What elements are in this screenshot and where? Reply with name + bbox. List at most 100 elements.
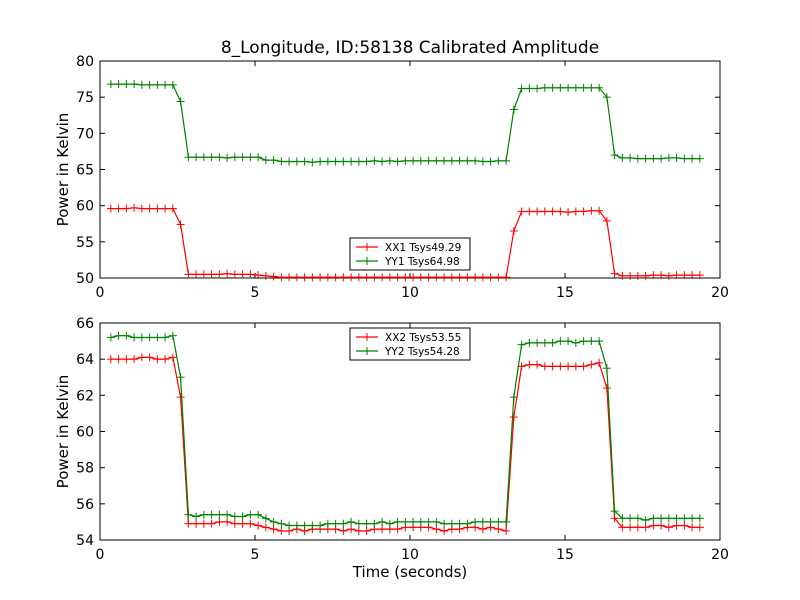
data-point: [339, 273, 348, 282]
data-point: [587, 360, 596, 369]
data-point: [680, 521, 689, 530]
data-point: [378, 273, 387, 282]
data-point: [602, 384, 611, 393]
data-point: [618, 153, 627, 162]
data-point: [695, 514, 704, 523]
data-point: [393, 517, 402, 526]
data-point: [184, 510, 193, 519]
data-point: [424, 156, 433, 165]
data-point: [564, 337, 573, 346]
data-point: [300, 157, 309, 166]
legend-label: YY1 Tsys64.98: [384, 256, 460, 268]
data-point: [517, 84, 526, 93]
data-point: [401, 273, 410, 282]
data-point: [207, 519, 216, 528]
data-point: [509, 226, 518, 235]
data-point: [478, 157, 487, 166]
data-point: [626, 514, 635, 523]
data-point: [269, 156, 278, 165]
data-point: [153, 204, 162, 213]
data-point: [176, 220, 185, 229]
data-point: [238, 519, 247, 528]
data-point: [478, 517, 487, 526]
data-point: [463, 156, 472, 165]
data-point: [494, 273, 503, 282]
data-point: [633, 514, 642, 523]
data-point: [463, 273, 472, 282]
data-point: [153, 333, 162, 342]
data-point: [114, 331, 123, 340]
data-point: [455, 156, 464, 165]
y-tick-label: 50: [76, 271, 94, 287]
data-point: [300, 273, 309, 282]
legend-item: YY2 Tsys54.28: [356, 346, 460, 358]
data-point: [486, 157, 495, 166]
data-point: [145, 353, 154, 362]
y-tick-label: 65: [76, 163, 94, 179]
data-point: [308, 158, 317, 167]
data-point: [114, 355, 123, 364]
data-point: [409, 517, 418, 526]
data-point: [192, 270, 201, 279]
data-point: [486, 273, 495, 282]
data-point: [509, 413, 518, 422]
data-point: [230, 270, 239, 279]
data-point: [641, 271, 650, 280]
data-point: [215, 270, 224, 279]
data-point: [277, 519, 286, 528]
data-point: [540, 83, 549, 92]
data-point: [168, 353, 177, 362]
data-point: [695, 271, 704, 280]
data-point: [238, 512, 247, 521]
data-point: [122, 355, 131, 364]
data-point: [657, 514, 666, 523]
data-point: [192, 512, 201, 521]
data-point: [130, 80, 139, 89]
legend-item: XX2 Tsys53.55: [356, 332, 461, 344]
data-point: [548, 207, 557, 216]
data-point: [137, 333, 146, 342]
data-point: [432, 156, 441, 165]
data-point: [672, 153, 681, 162]
x-tick-label: 10: [401, 285, 419, 301]
data-point: [447, 273, 456, 282]
data-point: [261, 514, 270, 523]
data-point: [649, 154, 658, 163]
data-point: [285, 157, 294, 166]
data-point: [106, 333, 115, 342]
data-point: [168, 331, 177, 340]
x-tick-label: 20: [711, 285, 729, 301]
data-point: [354, 157, 363, 166]
data-point: [285, 521, 294, 530]
data-point: [641, 154, 650, 163]
data-point: [184, 270, 193, 279]
series-line: [110, 334, 700, 527]
data-point: [401, 156, 410, 165]
data-point: [540, 207, 549, 216]
x-tick-label: 5: [251, 285, 260, 301]
data-point: [246, 510, 255, 519]
data-point: [292, 273, 301, 282]
data-point: [323, 273, 332, 282]
data-point: [664, 523, 673, 532]
data-point: [556, 337, 565, 346]
data-point: [517, 207, 526, 216]
data-point: [347, 157, 356, 166]
data-point: [571, 207, 580, 216]
data-point: [571, 83, 580, 92]
data-point: [316, 273, 325, 282]
data-point: [137, 353, 146, 362]
data-point: [145, 204, 154, 213]
data-point: [409, 273, 418, 282]
legend-box: [349, 237, 471, 271]
data-point: [370, 273, 379, 282]
y-tick-label: 60: [76, 425, 94, 441]
y-tick-label: 55: [76, 235, 94, 251]
x-tick-label: 15: [556, 547, 574, 563]
x-tick-label: 20: [711, 547, 729, 563]
data-point: [401, 517, 410, 526]
data-point: [533, 207, 542, 216]
data-point: [424, 517, 433, 526]
data-point: [130, 203, 139, 212]
data-point: [137, 80, 146, 89]
